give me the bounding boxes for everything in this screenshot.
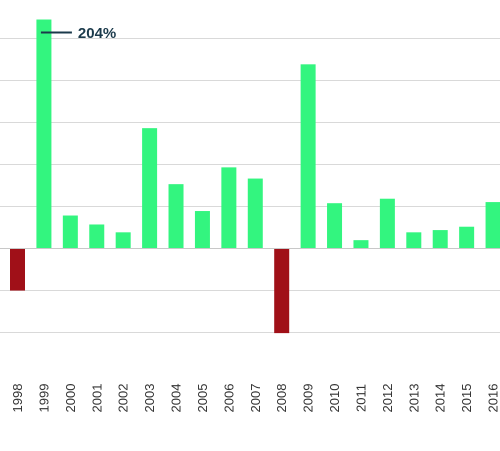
bar-1999 xyxy=(36,19,52,248)
bar-2009 xyxy=(300,64,316,248)
tick-label-2016: 2016 xyxy=(486,384,500,413)
tick-label-2001: 2001 xyxy=(89,384,104,413)
tick-label-2004: 2004 xyxy=(169,384,184,413)
bar-2004 xyxy=(168,184,184,248)
tick-label-2005: 2005 xyxy=(195,384,210,413)
bar-2015 xyxy=(459,226,475,248)
bar-2003 xyxy=(142,128,158,248)
bar-2002 xyxy=(115,232,131,248)
tick-label-2000: 2000 xyxy=(63,384,78,413)
tick-label-2008: 2008 xyxy=(274,384,289,413)
tick-label-2015: 2015 xyxy=(459,384,474,413)
bar-2005 xyxy=(194,211,210,248)
bar-2014 xyxy=(432,230,448,248)
tick-label-2007: 2007 xyxy=(248,384,263,413)
tick-label-2010: 2010 xyxy=(327,384,342,413)
tick-label-2006: 2006 xyxy=(221,384,236,413)
tick-label-2003: 2003 xyxy=(142,384,157,413)
tick-label-2009: 2009 xyxy=(301,384,316,413)
bar-2001 xyxy=(89,224,105,248)
bar-2000 xyxy=(62,215,78,248)
peak-annotation: 204% xyxy=(40,25,116,42)
bar-2006 xyxy=(221,167,237,248)
tick-label-2011: 2011 xyxy=(353,384,368,412)
bars xyxy=(10,19,500,334)
tick-label-2014: 2014 xyxy=(433,384,448,413)
bar-2013 xyxy=(406,232,422,248)
tick-label-2013: 2013 xyxy=(406,384,421,413)
bar-2007 xyxy=(247,178,263,248)
tick-label-1999: 1999 xyxy=(36,384,51,413)
bar-2008 xyxy=(274,248,290,334)
tick-label-1998: 1998 xyxy=(10,384,25,413)
bar-2016 xyxy=(485,202,500,248)
x-axis-tick-labels: 1998 1999 2000 2001 2002 2003 2004 2005 2006 2007… xyxy=(10,384,500,413)
bar-1998 xyxy=(10,248,25,291)
annotation-label: 204% xyxy=(78,25,116,42)
bar-2011 xyxy=(353,240,369,248)
bar-2010 xyxy=(327,203,343,248)
tick-label-2012: 2012 xyxy=(380,384,395,413)
bar-2012 xyxy=(379,198,395,248)
tick-label-2002: 2002 xyxy=(116,384,131,413)
